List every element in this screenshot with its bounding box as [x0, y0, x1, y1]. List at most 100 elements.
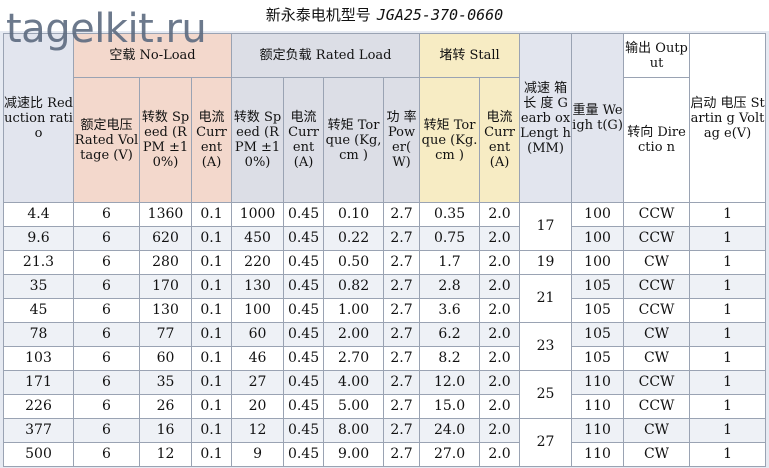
stall-torque-cell: 8.2 — [419, 346, 481, 371]
no-load-speed-cell: 35 — [139, 370, 192, 395]
rated-power-cell: 2.7 — [383, 394, 421, 419]
rated-power-cell: 2.7 — [383, 370, 421, 395]
no-load-speed-cell: 12 — [139, 442, 192, 467]
rated-power-cell: 2.7 — [383, 418, 421, 443]
stall-current-cell: 2.0 — [479, 202, 521, 227]
rated-power-cell: 2.7 — [383, 202, 421, 227]
no-load-current-cell: 0.1 — [190, 418, 233, 443]
stall-torque-cell: 12.0 — [419, 370, 481, 395]
rated-torque-cell: 4.00 — [323, 370, 385, 395]
table-row: 4.4 6 1360 0.1 1000 0.45 0.10 2.7 0.35 2.0 17 100 CC… — [3, 202, 767, 251]
no-load-speed-cell: 130 — [139, 298, 192, 323]
no-load-speed-cell: 60 — [139, 346, 192, 371]
spec-table-body: 4.4 6 1360 0.1 1000 0.45 0.10 2.7 0.35 2.0 17 100 CC… — [3, 202, 767, 467]
no-load-speed-cell: 1360 — [139, 202, 192, 227]
stall-torque-cell: 27.0 — [419, 442, 481, 467]
rated-voltage-cell: 6 — [73, 322, 140, 347]
reduction-ratio-cell: 45 — [3, 298, 74, 323]
rated-speed-cell: 130 — [231, 274, 285, 299]
header-gearbox-length: 减速 箱长 度 Gearb ox Lengt h (MM) — [519, 33, 573, 203]
header-no-load-current: 电流 Curr ent (A) — [190, 77, 233, 203]
rated-voltage-cell: 6 — [73, 202, 140, 227]
stall-current-cell: 2.0 — [479, 298, 521, 323]
rated-current-cell: 0.45 — [283, 250, 325, 275]
table-title: 新永泰电机型号 JGA25-370-0660 — [0, 0, 769, 31]
stall-current-cell: 2.0 — [479, 274, 521, 299]
stall-current-cell: 2.0 — [479, 370, 521, 395]
rated-power-cell: 2.7 — [383, 226, 421, 251]
stall-torque-cell: 0.35 — [419, 202, 481, 227]
rated-current-cell: 0.45 — [283, 322, 325, 347]
rated-torque-cell: 0.10 — [323, 202, 385, 227]
table-row: 226 6 26 0.1 20 0.45 5.00 2.7 15.0 2.0 110 CCW 1 — [3, 394, 767, 419]
rated-torque-cell: 2.70 — [323, 346, 385, 371]
stall-current-cell: 2.0 — [479, 418, 521, 443]
rated-current-cell: 0.45 — [283, 394, 325, 419]
starting-voltage-cell: 1 — [689, 394, 767, 419]
header-rated-current: 电流 Curr ent (A) — [283, 77, 325, 203]
table-row: 9.6 6 620 0.1 450 0.45 0.22 2.7 0.75 2.0 100 CCW 1 — [3, 226, 767, 251]
no-load-current-cell: 0.1 — [190, 226, 233, 251]
rated-speed-cell: 20 — [231, 394, 285, 419]
header-direction: 转向 Directio n — [623, 77, 691, 203]
no-load-current-cell: 0.1 — [190, 322, 233, 347]
stall-torque-cell: 1.7 — [419, 250, 481, 275]
group-stall: 堵转 Stall — [419, 33, 521, 78]
rated-power-cell: 2.7 — [383, 346, 421, 371]
rated-power-cell: 2.7 — [383, 250, 421, 275]
table-row: 78 6 77 0.1 60 0.45 2.00 2.7 6.2 2.0 23 105 CW 1 — [3, 322, 767, 371]
gearbox-length-cell: 25 — [519, 370, 573, 419]
stall-torque-cell: 2.8 — [419, 274, 481, 299]
stall-current-cell: 2.0 — [479, 250, 521, 275]
no-load-current-cell: 0.1 — [190, 274, 233, 299]
title-model: JGA25-370-0660 — [376, 6, 504, 24]
direction-cell: CW — [623, 322, 691, 347]
no-load-speed-cell: 620 — [139, 226, 192, 251]
rated-torque-cell: 8.00 — [323, 418, 385, 443]
starting-voltage-cell: 1 — [689, 226, 767, 251]
reduction-ratio-cell: 226 — [3, 394, 74, 419]
no-load-speed-cell: 280 — [139, 250, 192, 275]
rated-speed-cell: 220 — [231, 250, 285, 275]
no-load-speed-cell: 16 — [139, 418, 192, 443]
rated-current-cell: 0.45 — [283, 298, 325, 323]
rated-power-cell: 2.7 — [383, 442, 421, 467]
starting-voltage-cell: 1 — [689, 322, 767, 347]
rated-current-cell: 0.45 — [283, 346, 325, 371]
direction-cell: CCW — [623, 202, 691, 227]
weight-cell: 105 — [571, 322, 625, 347]
rated-torque-cell: 0.50 — [323, 250, 385, 275]
rated-torque-cell: 2.00 — [323, 322, 385, 347]
header-rated-speed: 转数 Speed (RPM ±10%) — [231, 77, 285, 203]
header-weight: 重量 Weigh t(G) — [571, 33, 625, 203]
table-row: 171 6 35 0.1 27 0.45 4.00 2.7 12.0 2.0 25 110 CCW 1 — [3, 370, 767, 419]
starting-voltage-cell: 1 — [689, 250, 767, 275]
rated-torque-cell: 5.00 — [323, 394, 385, 419]
group-no-load: 空载 No-Load — [72, 33, 233, 78]
gearbox-length-cell: 27 — [519, 418, 573, 467]
rated-voltage-cell: 6 — [73, 442, 140, 467]
header-rated-voltage: 额定电压 Rated Voltage (V) — [73, 77, 140, 203]
stall-torque-cell: 3.6 — [419, 298, 481, 323]
starting-voltage-cell: 1 — [689, 346, 767, 371]
stall-torque-cell: 6.2 — [419, 322, 481, 347]
rated-current-cell: 0.45 — [283, 202, 325, 227]
gearbox-length-cell: 23 — [519, 322, 573, 371]
reduction-ratio-cell: 103 — [3, 346, 74, 371]
starting-voltage-cell: 1 — [689, 298, 767, 323]
rated-current-cell: 0.45 — [283, 226, 325, 251]
weight-cell: 110 — [571, 370, 625, 395]
rated-current-cell: 0.45 — [283, 442, 325, 467]
no-load-speed-cell: 77 — [139, 322, 192, 347]
rated-voltage-cell: 6 — [73, 226, 140, 251]
weight-cell: 110 — [571, 394, 625, 419]
title-cn: 新永泰电机型号 — [265, 6, 371, 24]
weight-cell: 105 — [571, 346, 625, 371]
starting-voltage-cell: 1 — [689, 202, 767, 227]
table-row: 35 6 170 0.1 130 0.45 0.82 2.7 2.8 2.0 21 105 CCW 1 — [3, 274, 767, 323]
reduction-ratio-cell: 4.4 — [3, 202, 74, 227]
rated-voltage-cell: 6 — [73, 346, 140, 371]
rated-speed-cell: 12 — [231, 418, 285, 443]
rated-speed-cell: 100 — [231, 298, 285, 323]
rated-current-cell: 0.45 — [283, 274, 325, 299]
